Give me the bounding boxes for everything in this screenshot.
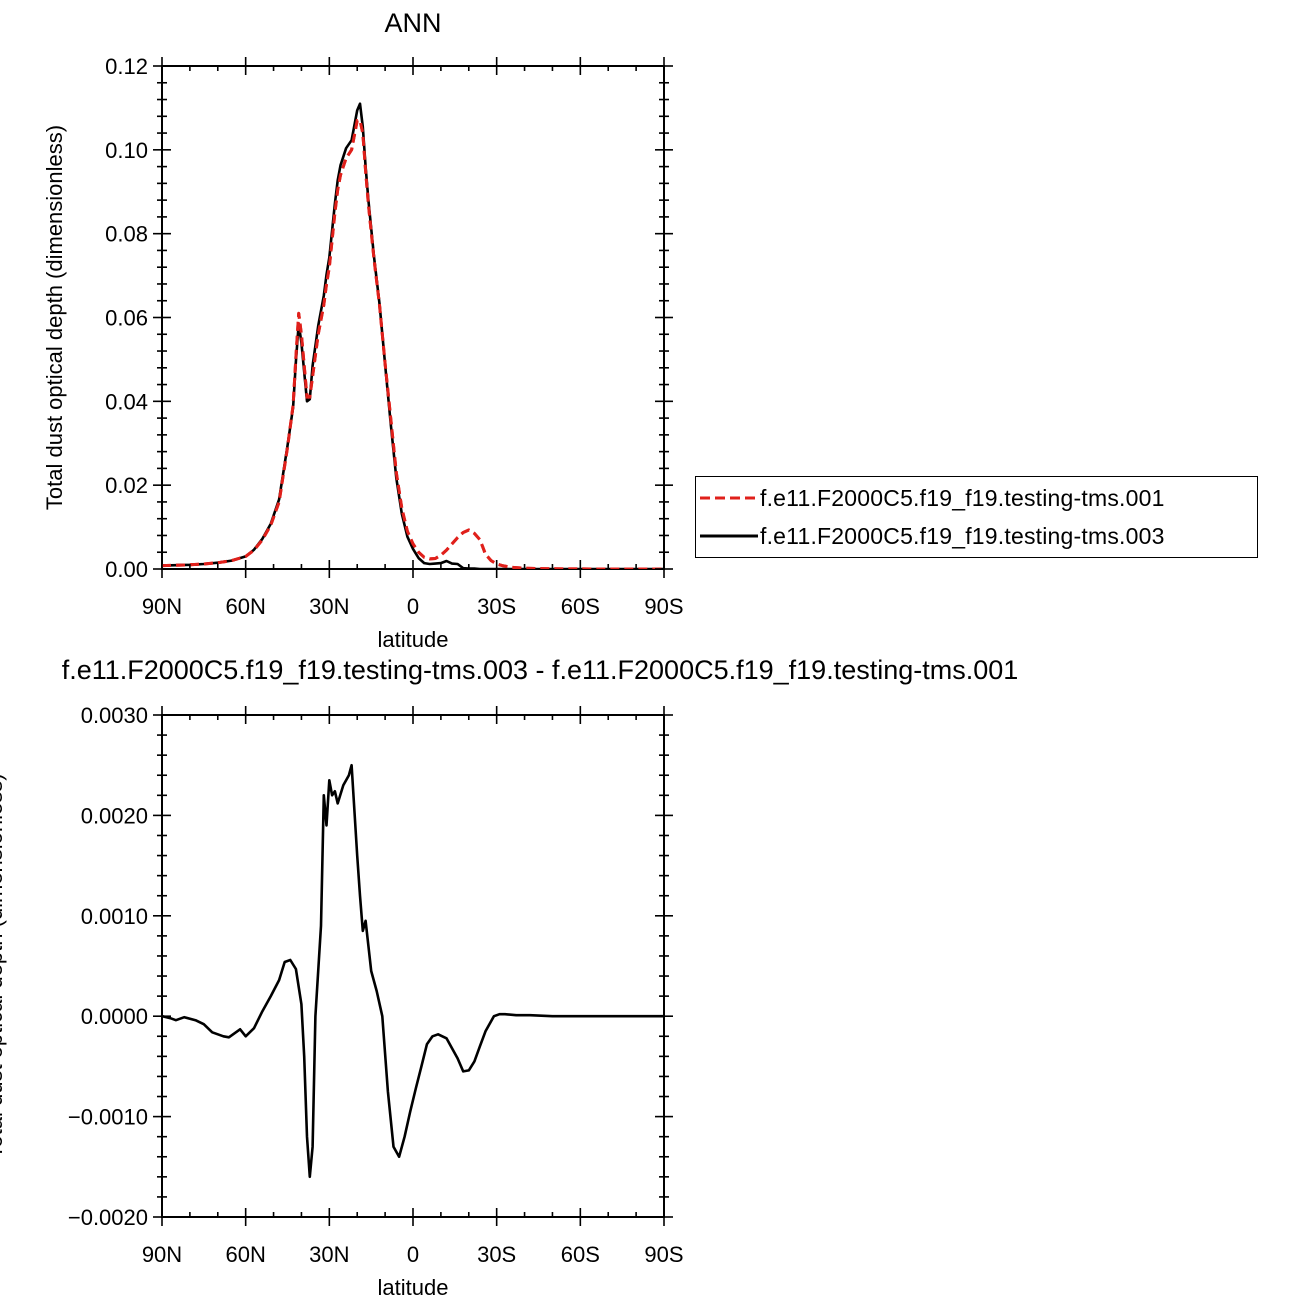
y-tick-label: 0.0030 [81,703,148,728]
x-tick-label: 90S [644,594,683,619]
x-tick-label: 0 [407,594,419,619]
y-tick-label: 0.12 [105,54,148,79]
x-tick-label: 90S [644,1242,683,1267]
legend-entry-1: f.e11.F2000C5.f19_f19.testing-tms.001 [700,483,1165,513]
legend-swatch-red-dashed [700,496,758,500]
series-line-2 [162,102,664,569]
chart-title: ANN [384,8,441,38]
y-axis-label: Total dust optical depth (dimensionless) [42,125,67,510]
x-tick-label: 30N [309,1242,349,1267]
x-tick-label: 60S [561,594,600,619]
top-panel: ANN 90N 60N 30N 0 30S 60S 90S 0.00 0.02 0.04 0.06 0.… [42,8,684,652]
legend-swatch-black-solid [700,534,758,538]
y-tick-label: 0.0010 [81,904,148,929]
x-tick-label: 60N [225,594,265,619]
legend-label-2: f.e11.F2000C5.f19_f19.testing-tms.003 [760,522,1165,549]
y-tick-label: −0.0020 [68,1205,148,1230]
x-tick-label: 30S [477,1242,516,1267]
y-tick-label: 0.0020 [81,803,148,828]
y-tick-label: 0.0000 [81,1004,148,1029]
series-line-1 [162,119,664,569]
y-tick-label: 0.04 [105,389,148,414]
series-group [162,102,664,569]
series-line-1 [162,763,664,1179]
series-line-1-overlay [162,119,664,569]
plot-frame [161,714,665,1218]
x-tick-label: 60S [561,1242,600,1267]
y-tick-label: 0.08 [105,222,148,247]
x-tick-label: 30N [309,594,349,619]
x-tick-label: 90N [142,594,182,619]
x-axis-label: latitude [378,627,449,652]
y-axis-label: Total dust optical depth (dimensionless) [0,773,7,1158]
y-tick-label: 0.06 [105,306,148,331]
x-tick-label: 60N [225,1242,265,1267]
y-tick-label: 0.00 [105,557,148,582]
x-tick-label: 30S [477,594,516,619]
x-tick-label: 0 [407,1242,419,1267]
y-tick-label: 0.10 [105,138,148,163]
legend-label-1: f.e11.F2000C5.f19_f19.testing-tms.001 [760,484,1165,511]
series-group [162,763,664,1179]
x-axis-label: latitude [378,1275,449,1300]
legend-entry-2: f.e11.F2000C5.f19_f19.testing-tms.003 [700,521,1165,551]
plot-frame [161,65,665,570]
x-tick-label: 90N [142,1242,182,1267]
bottom-panel: f.e11.F2000C5.f19_f19.testing-tms.003 - … [0,655,1018,1300]
y-tick-label: 0.02 [105,473,148,498]
y-tick-label: −0.0010 [68,1105,148,1130]
legend: f.e11.F2000C5.f19_f19.testing-tms.001 f.… [695,476,1258,558]
chart-title: f.e11.F2000C5.f19_f19.testing-tms.003 - … [62,655,1019,685]
